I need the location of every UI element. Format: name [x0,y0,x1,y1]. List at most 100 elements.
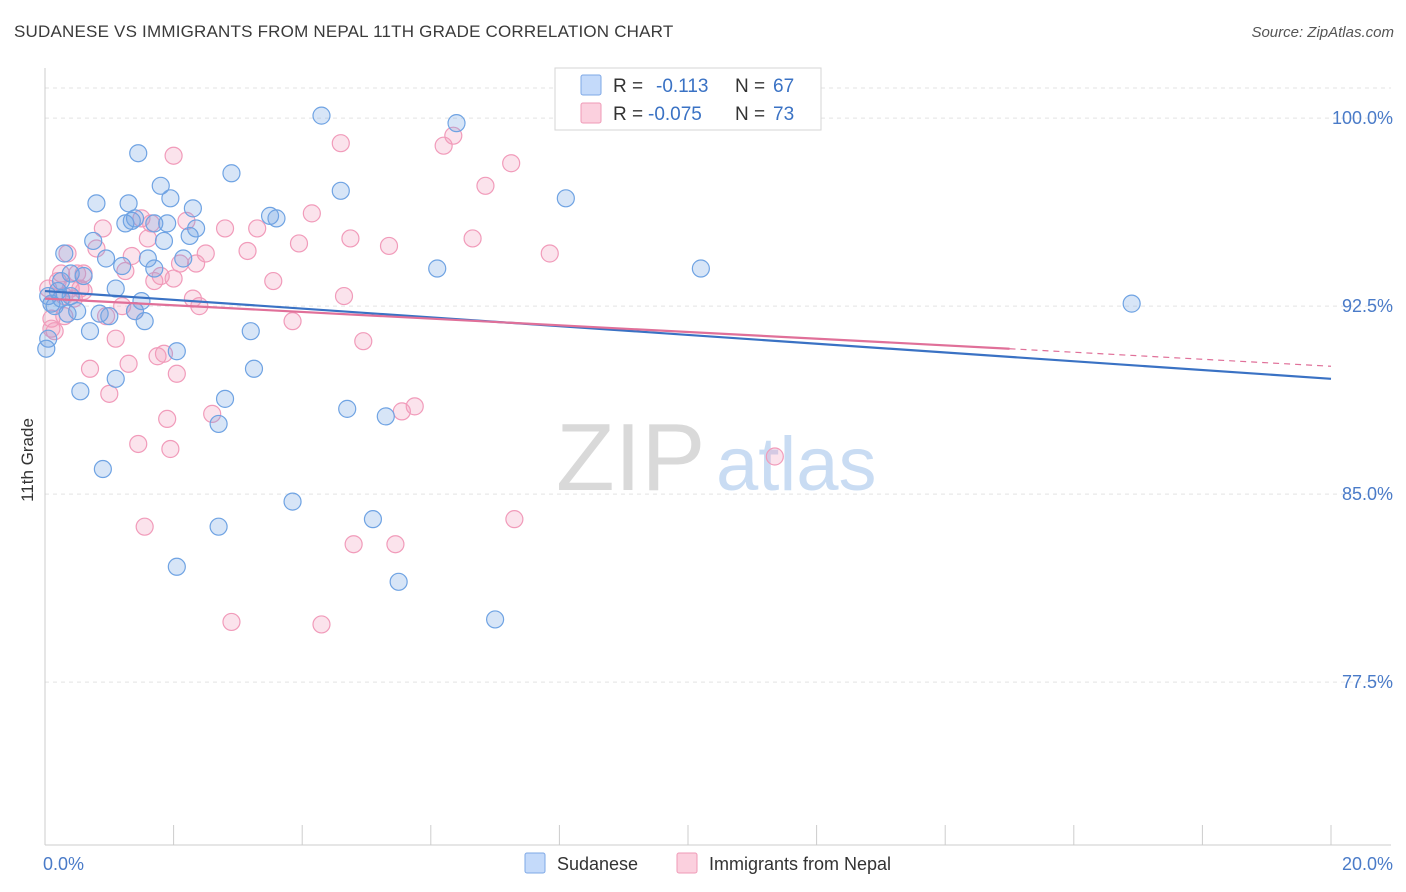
point-sudanese-19 [113,256,132,276]
point-nepal-12 [80,359,100,378]
y-tick-label-1: 85.0% [1342,484,1393,504]
point-nepal-65 [164,269,183,288]
trend-lines [44,289,1332,380]
point-sudanese-27 [138,249,157,268]
legend-n-label-2: N = [735,104,765,125]
point-nepal-2 [45,322,64,341]
point-sudanese-56 [556,189,575,208]
point-nepal-48 [331,134,350,153]
point-nepal-24 [138,229,157,248]
point-sudanese-10 [80,322,100,341]
point-sudanese-33 [161,189,180,208]
point-sudanese-61 [125,209,145,228]
y-tick-label-3: 100.0% [1332,108,1393,128]
watermark-zip: ZIP [556,404,705,511]
legend-r-label-2: R = [613,104,643,125]
point-sudanese-8 [71,382,90,401]
point-sudanese-12 [87,194,106,213]
axes [44,68,1391,846]
point-sudanese-48 [331,181,350,200]
point-sudanese-15 [96,249,116,268]
point-sudanese-30 [151,176,170,195]
point-nepal-53 [379,236,399,256]
point-sudanese-45 [267,209,286,228]
point-nepal-46 [302,204,321,223]
point-sudanese-37 [183,199,202,218]
point-nepal-60 [476,176,495,195]
point-sudanese-39 [209,414,228,434]
series-legend: Sudanese Immigrants from Nepal [524,852,891,874]
point-sudanese-17 [106,279,125,298]
point-sudanese-18 [106,369,125,388]
source-credit: Source: ZipAtlas.com [1251,24,1394,41]
point-sudanese-47 [312,106,331,125]
point-sudanese-9 [74,266,93,286]
point-nepal-14 [93,219,112,238]
point-sudanese-21 [119,194,138,213]
x-tick-label-0: 0.0% [43,854,84,874]
trend-line-nepal [44,297,1010,350]
point-nepal-30 [158,409,177,429]
point-nepal-21 [129,434,148,454]
point-nepal-15 [100,384,119,403]
point-nepal-23 [135,517,154,536]
point-sudanese-51 [376,407,395,426]
point-nepal-50 [341,229,360,248]
legend-label-nepal: Immigrants from Nepal [709,854,891,874]
y-tick-label-2: 92.5% [1342,296,1393,316]
point-sudanese-42 [241,322,260,341]
point-nepal-32 [164,146,183,165]
point-sudanese-46 [283,492,302,511]
point-sudanese-14 [93,459,112,479]
bottom-swatch-nepal [676,852,698,874]
point-sudanese-59 [209,517,228,536]
point-sudanese-22 [122,211,141,230]
point-nepal-18 [116,261,135,281]
point-sudanese-11 [84,231,103,251]
point-sudanese-55 [486,610,505,629]
point-nepal-63 [540,244,559,263]
series-sudanese-points [37,106,1141,629]
point-nepal-51 [344,535,363,554]
point-sudanese-32 [158,214,177,233]
point-sudanese-40 [215,389,235,408]
point-sudanese-62 [61,286,80,306]
point-sudanese-25 [132,292,151,311]
point-nepal-56 [405,397,424,416]
point-nepal-40 [215,219,235,238]
point-nepal-19 [119,354,138,373]
legend-n-value-1: 67 [773,76,794,97]
point-nepal-59 [463,229,482,248]
point-nepal-33 [167,364,186,383]
point-sudanese-7 [68,302,87,321]
point-sudanese-49 [338,399,357,418]
point-sudanese-36 [180,226,199,246]
point-sudanese-58 [1122,294,1141,313]
point-sudanese-57 [691,259,710,278]
point-nepal-34 [170,254,190,273]
point-nepal-16 [106,329,125,348]
point-sudanese-54 [447,114,466,133]
point-sudanese-53 [428,259,447,278]
point-nepal-43 [248,219,267,238]
x-tick-labels: 0.0% 20.0% [43,854,1393,874]
point-sudanese-29 [145,259,164,278]
legend-label-sudanese: Sudanese [557,854,638,874]
y-tick-labels: 77.5% 85.0% 92.5% 100.0% [1332,108,1393,692]
x-tick-label-1: 20.0% [1342,854,1393,874]
point-sudanese-31 [154,231,174,251]
point-sudanese-16 [100,307,119,326]
legend-r-label-1: R = [613,76,643,97]
point-nepal-61 [502,154,521,173]
point-nepal-52 [354,332,373,351]
point-sudanese-52 [389,572,408,591]
point-sudanese-43 [244,359,264,378]
trend-line-sudanese [44,289,1332,380]
point-sudanese-41 [222,164,241,183]
point-sudanese-26 [135,312,154,331]
legend-swatch-nepal [580,102,602,124]
stats-legend: R = -0.113 N = 67 R = -0.075 N = 73 [554,67,822,131]
point-sudanese-4 [55,244,74,263]
watermark-atlas: atlas [716,422,877,507]
point-sudanese-35 [174,249,193,268]
